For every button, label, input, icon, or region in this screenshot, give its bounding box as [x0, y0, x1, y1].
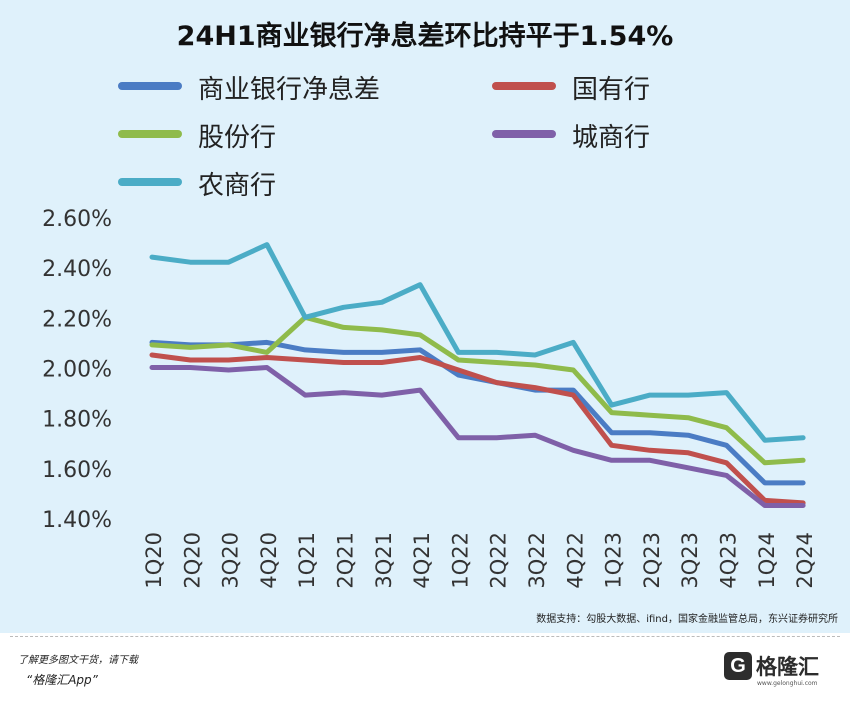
legend-swatch: [492, 82, 556, 90]
app-name: “格隆汇App”: [26, 673, 98, 687]
x-tick-label: 4Q23: [717, 532, 741, 589]
footer-divider: [10, 636, 840, 637]
series-line-1: [149, 352, 806, 506]
download-prompt: 了解更多图文干货，请下载: [18, 655, 138, 666]
y-tick-label: 1.80%: [42, 408, 112, 433]
x-tick-label: 3Q20: [219, 532, 243, 589]
series-line-4: [149, 242, 806, 443]
x-tick-label: 2Q24: [793, 532, 817, 589]
x-tick-label: 2Q21: [334, 532, 358, 589]
series-line-3: [149, 365, 806, 508]
brand-logo: G 格隆汇 www.gelonghui.com: [724, 650, 832, 690]
chart-panel: [0, 0, 850, 633]
legend-label: 农商行: [198, 171, 277, 201]
line-chart: 2.60% 2.40% 2.20% 2.00% 1.80% 1.60% 1.40% 1Q20 2…: [42, 207, 817, 589]
y-tick-label: 2.00%: [42, 358, 112, 383]
x-tick-label: 1Q22: [448, 532, 472, 589]
y-tick-label: 1.60%: [42, 458, 112, 483]
x-tick-label: 2Q20: [180, 532, 204, 589]
y-tick-label: 2.20%: [42, 307, 112, 332]
legend-label: 城商行: [572, 123, 651, 153]
legend-label: 商业银行净息差: [198, 75, 381, 105]
brand-name: 格隆汇: [756, 655, 819, 679]
x-tick-label: 1Q24: [755, 532, 779, 589]
x-tick-label: 1Q20: [142, 532, 166, 589]
legend-swatch: [492, 130, 556, 138]
source-note: 数据支持：勾股大数据、ifind，国家金融监管总局，东兴证券研究所: [536, 614, 838, 625]
legend-swatch: [118, 178, 182, 186]
y-tick-label: 2.60%: [42, 207, 112, 232]
x-tick-label: 2Q22: [487, 532, 511, 589]
y-tick-label: 2.40%: [42, 257, 112, 282]
legend-label: 股份行: [198, 123, 277, 153]
legend-swatch: [118, 130, 182, 138]
series-line-2: [149, 314, 806, 466]
x-tick-label: 3Q23: [678, 532, 702, 589]
x-tick-label: 2Q23: [640, 532, 664, 589]
y-tick-label: 1.40%: [42, 508, 112, 533]
x-tick-label: 4Q21: [410, 532, 434, 589]
brand-logo-icon: G: [724, 652, 752, 680]
x-tick-label: 1Q21: [295, 532, 319, 589]
legend-label: 国有行: [572, 75, 651, 105]
chart-title: 24H1商业银行净息差环比持平于1.54%: [176, 21, 674, 52]
x-tick-label: 4Q22: [563, 532, 587, 589]
brand-url: www.gelonghui.com: [757, 680, 818, 687]
footer: 了解更多图文干货，请下载 “格隆汇App” G 格隆汇 www.gelonghu…: [0, 633, 850, 708]
x-tick-label: 3Q22: [525, 532, 549, 589]
x-tick-label: 1Q23: [602, 532, 626, 589]
x-tick-label: 3Q21: [372, 532, 396, 589]
legend-swatch: [118, 82, 182, 90]
x-tick-label: 4Q20: [257, 532, 281, 589]
